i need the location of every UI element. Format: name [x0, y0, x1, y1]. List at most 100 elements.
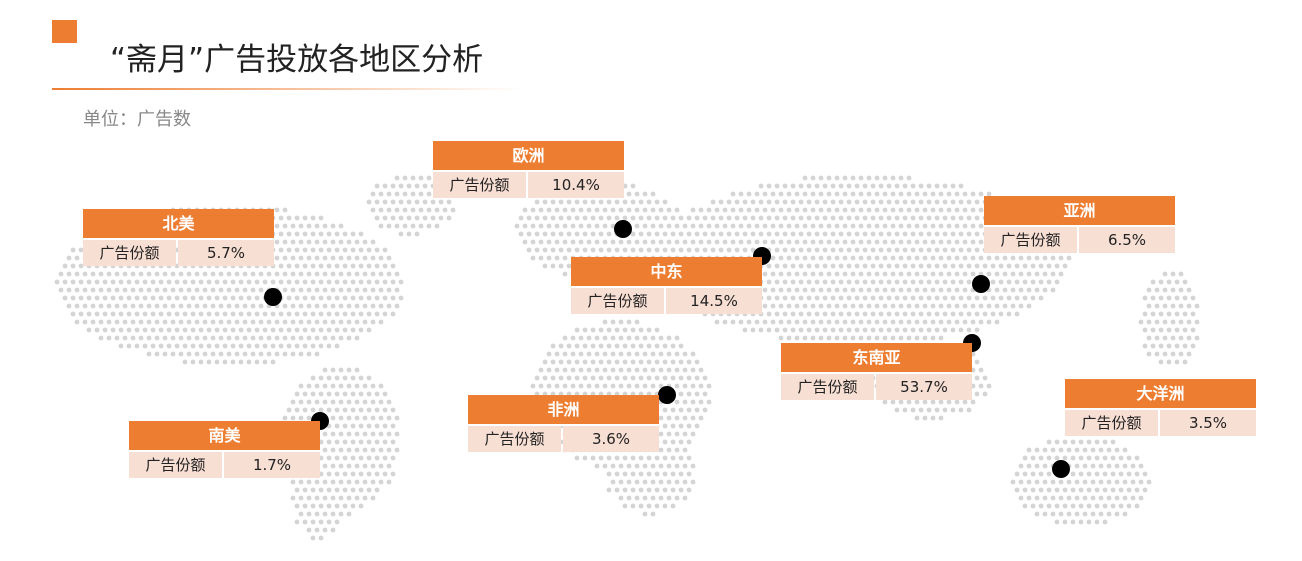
- map-dot: [446, 199, 452, 205]
- map-dot: [366, 279, 372, 285]
- map-dot: [954, 207, 960, 213]
- map-dot: [346, 511, 352, 517]
- map-dot: [590, 231, 596, 237]
- map-dot: [890, 319, 896, 325]
- map-dot: [894, 183, 900, 189]
- map-dot: [302, 327, 308, 333]
- map-dot: [186, 351, 192, 357]
- map-dot: [318, 375, 324, 381]
- map-dot: [562, 383, 568, 389]
- map-dot: [354, 479, 360, 485]
- map-dot: [938, 223, 944, 229]
- map-dot: [418, 175, 424, 181]
- map-dot: [838, 311, 844, 317]
- map-dot: [1122, 495, 1128, 501]
- map-dot: [882, 191, 888, 197]
- map-dot: [258, 271, 264, 277]
- map-dot: [954, 287, 960, 293]
- map-dot: [550, 231, 556, 237]
- map-dot: [330, 319, 336, 325]
- map-dot: [854, 327, 860, 333]
- map-dot: [638, 343, 644, 349]
- map-dot: [766, 183, 772, 189]
- map-dot: [326, 263, 332, 269]
- map-dot: [834, 255, 840, 261]
- map-dot: [246, 295, 252, 301]
- map-dot: [1110, 503, 1116, 509]
- map-dot: [410, 191, 416, 197]
- map-dot: [694, 391, 700, 397]
- map-dot: [946, 191, 952, 197]
- map-dot: [78, 263, 84, 269]
- map-dot: [994, 255, 1000, 261]
- map-dot: [234, 335, 240, 341]
- map-dot: [430, 215, 436, 221]
- map-dot: [354, 415, 360, 421]
- map-dot: [382, 439, 388, 445]
- map-dot: [674, 479, 680, 485]
- map-dot: [966, 295, 972, 301]
- map-dot: [346, 271, 352, 277]
- map-dot: [870, 215, 876, 221]
- map-dot: [790, 327, 796, 333]
- map-dot: [1022, 503, 1028, 509]
- share-value: 3.5%: [1160, 410, 1256, 436]
- map-dot: [858, 335, 864, 341]
- map-dot: [590, 343, 596, 349]
- map-dot: [254, 359, 260, 365]
- map-dot: [110, 327, 116, 333]
- map-dot: [1038, 455, 1044, 461]
- map-dot: [1050, 287, 1056, 293]
- map-dot: [1090, 463, 1096, 469]
- map-dot: [786, 303, 792, 309]
- map-dot: [986, 319, 992, 325]
- map-dot: [830, 279, 836, 285]
- map-dot: [586, 223, 592, 229]
- map-dot: [1010, 479, 1016, 485]
- map-dot: [974, 263, 980, 269]
- map-dot: [294, 231, 300, 237]
- map-dot: [638, 359, 644, 365]
- map-dot: [626, 207, 632, 213]
- map-dot: [310, 391, 316, 397]
- map-dot: [934, 311, 940, 317]
- map-dot: [814, 199, 820, 205]
- map-dot: [914, 223, 920, 229]
- map-dot: [774, 231, 780, 237]
- map-dot: [1018, 271, 1024, 277]
- map-dot: [866, 335, 872, 341]
- map-dot: [790, 311, 796, 317]
- map-dot: [614, 327, 620, 333]
- map-dot: [166, 295, 172, 301]
- map-dot: [638, 455, 644, 461]
- map-dot: [626, 367, 632, 373]
- map-dot: [142, 279, 148, 285]
- map-dot: [74, 319, 80, 325]
- map-dot: [1050, 447, 1056, 453]
- map-dot: [1078, 519, 1084, 525]
- map-dot: [1066, 511, 1072, 517]
- map-dot: [362, 383, 368, 389]
- map-dot: [350, 279, 356, 285]
- map-dot: [1110, 455, 1116, 461]
- map-dot: [354, 255, 360, 261]
- map-dot: [374, 487, 380, 493]
- map-dot: [234, 271, 240, 277]
- map-dot: [1126, 487, 1132, 493]
- map-dot: [582, 327, 588, 333]
- map-dot: [1054, 263, 1060, 269]
- map-dot: [866, 303, 872, 309]
- map-dot: [674, 367, 680, 373]
- map-dot: [1002, 271, 1008, 277]
- map-dot: [1162, 319, 1168, 325]
- map-dot: [854, 215, 860, 221]
- map-dot: [650, 479, 656, 485]
- map-dot: [762, 239, 768, 245]
- map-dot: [1142, 295, 1148, 301]
- map-dot: [730, 207, 736, 213]
- map-dot: [602, 239, 608, 245]
- map-dot: [810, 255, 816, 261]
- map-dot: [834, 239, 840, 245]
- map-dot: [302, 279, 308, 285]
- map-dot: [966, 327, 972, 333]
